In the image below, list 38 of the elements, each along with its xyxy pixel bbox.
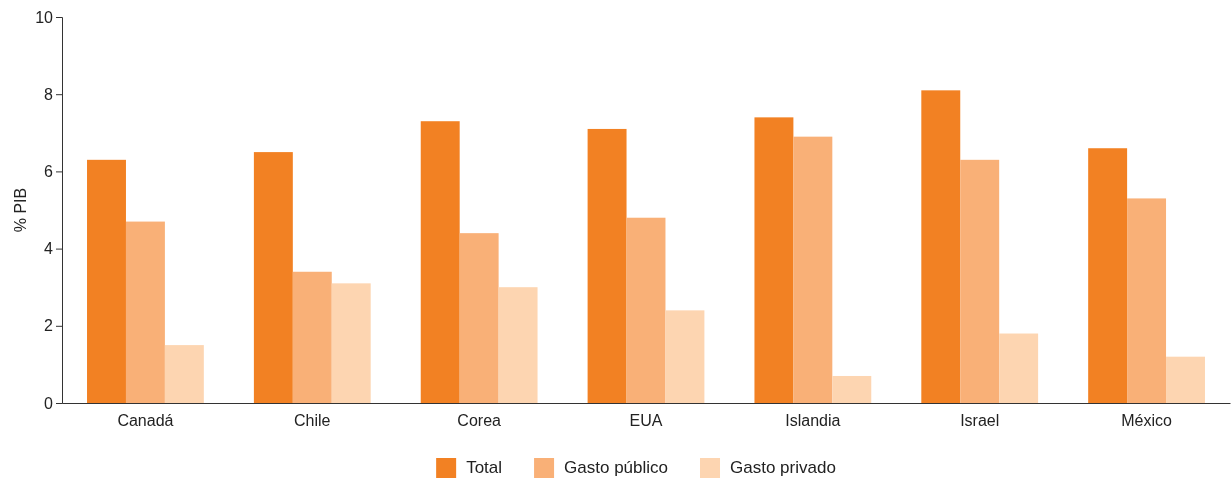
bar bbox=[164, 345, 204, 403]
legend-label: Gasto privado bbox=[730, 458, 836, 477]
y-tick-label: 2 bbox=[44, 317, 54, 335]
x-tick-label: EUA bbox=[629, 412, 663, 430]
bar bbox=[87, 159, 126, 403]
legend-label: Total bbox=[466, 458, 503, 477]
bar bbox=[331, 283, 371, 403]
bar bbox=[921, 90, 961, 403]
legend-label: Gasto público bbox=[564, 458, 669, 477]
x-tick-label: Israel bbox=[960, 412, 1000, 430]
bar bbox=[999, 333, 1039, 403]
bar bbox=[1166, 356, 1205, 403]
y-tick-label: 10 bbox=[35, 8, 54, 26]
bar bbox=[754, 117, 794, 403]
x-tick-label: Canadá bbox=[117, 412, 174, 430]
bar bbox=[292, 271, 332, 403]
bar bbox=[832, 375, 872, 403]
bar bbox=[960, 159, 1000, 403]
bar bbox=[793, 136, 833, 403]
y-tick-label: 6 bbox=[44, 163, 54, 181]
bar bbox=[253, 152, 293, 403]
bar bbox=[587, 128, 627, 403]
bar bbox=[420, 121, 460, 403]
bar bbox=[626, 217, 666, 403]
x-tick-label: Islandia bbox=[785, 412, 841, 430]
bar bbox=[1127, 198, 1167, 403]
x-tick-label: Chile bbox=[294, 412, 331, 430]
y-tick-label: 4 bbox=[44, 240, 54, 258]
x-tick-label: México bbox=[1121, 412, 1173, 430]
y-tick-label: 0 bbox=[44, 394, 54, 412]
bar bbox=[498, 287, 538, 403]
bar bbox=[125, 221, 165, 403]
y-axis-title: % PIB bbox=[12, 187, 29, 233]
bar bbox=[459, 233, 499, 403]
bar bbox=[1088, 148, 1128, 403]
bar bbox=[665, 310, 705, 403]
y-tick-label: 8 bbox=[44, 85, 54, 103]
x-tick-label: Corea bbox=[457, 412, 502, 430]
